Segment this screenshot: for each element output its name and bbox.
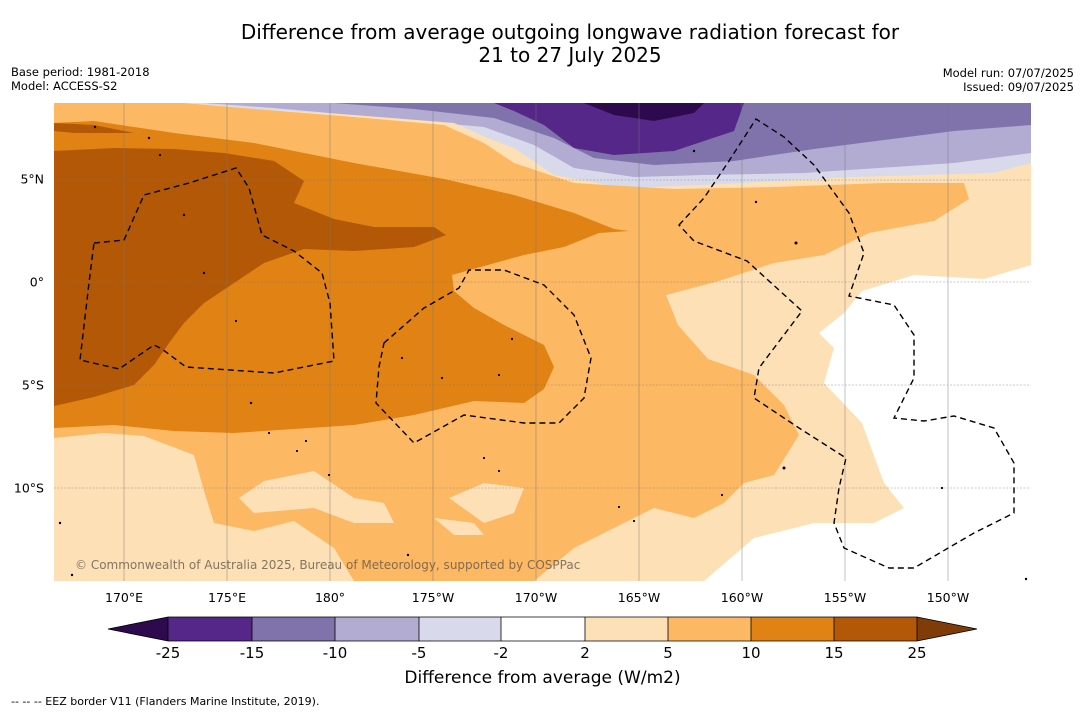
anomaly-map bbox=[54, 103, 1031, 581]
colorbar-extend-low bbox=[108, 617, 168, 641]
lon-label-160w: 160°W bbox=[720, 590, 764, 605]
colorbar-tick: 5 bbox=[663, 644, 673, 662]
lat-label-5s: 5°S bbox=[21, 377, 44, 393]
lat-label-10s: 10°S bbox=[13, 480, 44, 496]
lon-label-165w: 165°W bbox=[617, 590, 661, 605]
colorbar-segment bbox=[668, 617, 751, 641]
map-title-line1: Difference from average outgoing longwav… bbox=[240, 20, 900, 44]
issued-date: Issued: 09/07/2025 bbox=[963, 80, 1074, 94]
colorbar bbox=[107, 616, 978, 642]
colorbar-tick: -2 bbox=[493, 644, 509, 662]
eez-borders bbox=[79, 118, 1015, 569]
colorbar-segment bbox=[335, 617, 419, 641]
colorbar-tick: -5 bbox=[411, 644, 427, 662]
graticule bbox=[54, 103, 1031, 581]
lon-label-170w: 170°W bbox=[514, 590, 558, 605]
lon-label-155w: 155°W bbox=[823, 590, 867, 605]
lon-label-150w: 150°W bbox=[926, 590, 970, 605]
map-title: Difference from average outgoing longwav… bbox=[120, 21, 1020, 67]
lat-label-0: 0° bbox=[29, 274, 44, 290]
colorbar-extend-high bbox=[917, 617, 977, 641]
colorbar-tick: 25 bbox=[907, 644, 927, 662]
lon-label-170e: 170°E bbox=[104, 590, 144, 605]
lon-label-175e: 175°E bbox=[207, 590, 247, 605]
anomaly-fill bbox=[54, 103, 1031, 581]
model-name: Model: ACCESS-S2 bbox=[11, 79, 118, 93]
colorbar-segment bbox=[168, 617, 252, 641]
lat-label-5n: 5°N bbox=[20, 171, 44, 187]
islands bbox=[58, 125, 1028, 581]
lon-label-175w: 175°W bbox=[411, 590, 455, 605]
meta-right: Model run: 07/07/2025 Issued: 09/07/2025 bbox=[943, 66, 1074, 94]
colorbar-segment bbox=[419, 617, 501, 641]
colorbar-segment bbox=[252, 617, 335, 641]
colorbar-tick: -10 bbox=[322, 644, 348, 662]
model-run: Model run: 07/07/2025 bbox=[942, 66, 1074, 80]
colorbar-segment bbox=[501, 617, 585, 641]
colorbar-tick: 10 bbox=[741, 644, 761, 662]
colorbar-tick: -25 bbox=[155, 644, 181, 662]
colorbar-segment bbox=[834, 617, 917, 641]
eez-footnote: -- -- -- EEZ border V11 (Flanders Marine… bbox=[11, 695, 320, 708]
base-period: Base period: 1981-2018 bbox=[11, 65, 150, 79]
map-title-line2: 21 to 27 July 2025 bbox=[478, 43, 662, 67]
colorbar-label: Difference from average (W/m2) bbox=[404, 668, 681, 688]
colorbar-segment bbox=[585, 617, 668, 641]
lon-label-180: 180° bbox=[314, 590, 346, 605]
colorbar-tick: 15 bbox=[824, 644, 844, 662]
colorbar-segment bbox=[751, 617, 834, 641]
colorbar-tick: 2 bbox=[580, 644, 590, 662]
copyright-notice: © Commonwealth of Australia 2025, Bureau… bbox=[75, 558, 581, 572]
meta-left: Base period: 1981-2018 Model: ACCESS-S2 bbox=[11, 65, 150, 93]
colorbar-tick: -15 bbox=[239, 644, 265, 662]
